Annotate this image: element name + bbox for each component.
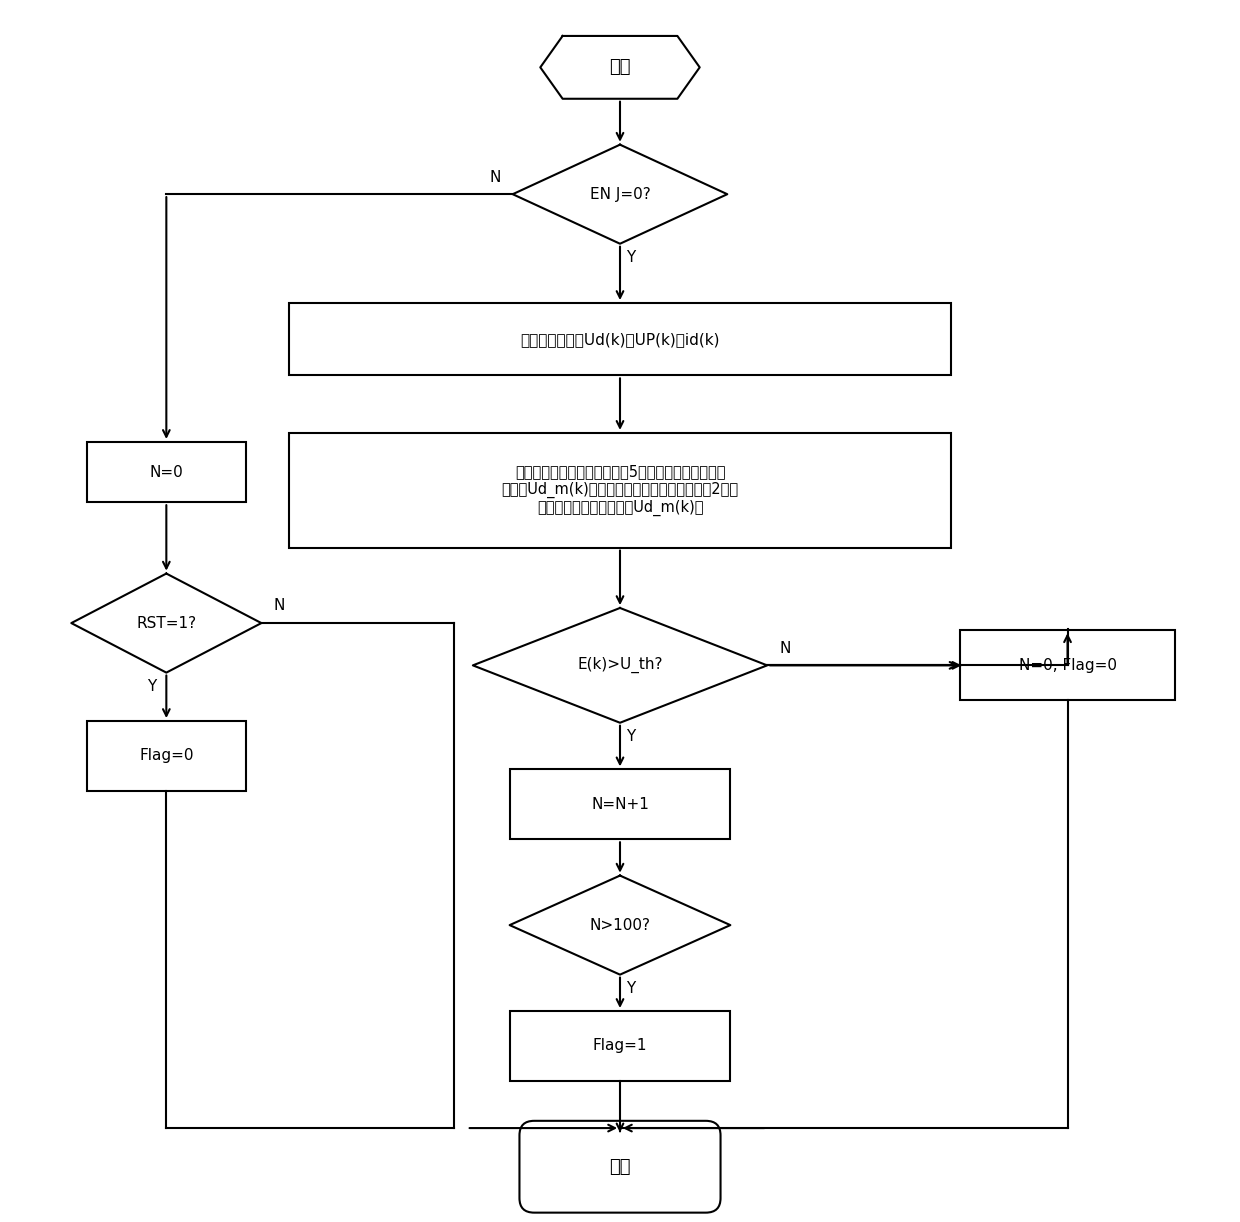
Text: N: N <box>274 599 285 613</box>
Text: Flag=0: Flag=0 <box>139 748 193 764</box>
Text: 工况判断、采样Ud(k)、UP(k)、id(k): 工况判断、采样Ud(k)、UP(k)、id(k) <box>521 331 719 347</box>
Bar <box>87 721 246 791</box>
Text: 开始: 开始 <box>609 59 631 76</box>
Text: N: N <box>489 170 501 185</box>
Bar <box>510 770 730 840</box>
Text: 结束: 结束 <box>609 1157 631 1176</box>
Bar <box>289 303 951 375</box>
Text: N=0, Flag=0: N=0, Flag=0 <box>1018 657 1116 673</box>
Bar <box>510 1011 730 1081</box>
Text: N>100?: N>100? <box>589 918 651 932</box>
Text: 若为高压充电工况，则根据（5）式计算当前时刻模型
输出值Ud_m(k)；若为高压短接工况，则根据（2）式
计算当前时刻模型输出值Ud_m(k)。: 若为高压充电工况，则根据（5）式计算当前时刻模型 输出值Ud_m(k)；若为高压… <box>501 464 739 516</box>
Text: EN J=0?: EN J=0? <box>590 187 650 202</box>
Text: E(k)>U_th?: E(k)>U_th? <box>578 657 662 673</box>
Text: Y: Y <box>626 249 635 265</box>
Bar <box>87 442 246 502</box>
Text: RST=1?: RST=1? <box>136 616 196 631</box>
Text: Flag=1: Flag=1 <box>593 1039 647 1053</box>
Text: Y: Y <box>148 678 156 694</box>
Bar <box>960 631 1174 700</box>
Text: N: N <box>780 640 791 656</box>
Bar <box>289 433 951 547</box>
Text: N=0: N=0 <box>150 464 184 479</box>
Text: Y: Y <box>626 728 635 744</box>
Text: N=N+1: N=N+1 <box>591 797 649 811</box>
Text: Y: Y <box>626 981 635 996</box>
